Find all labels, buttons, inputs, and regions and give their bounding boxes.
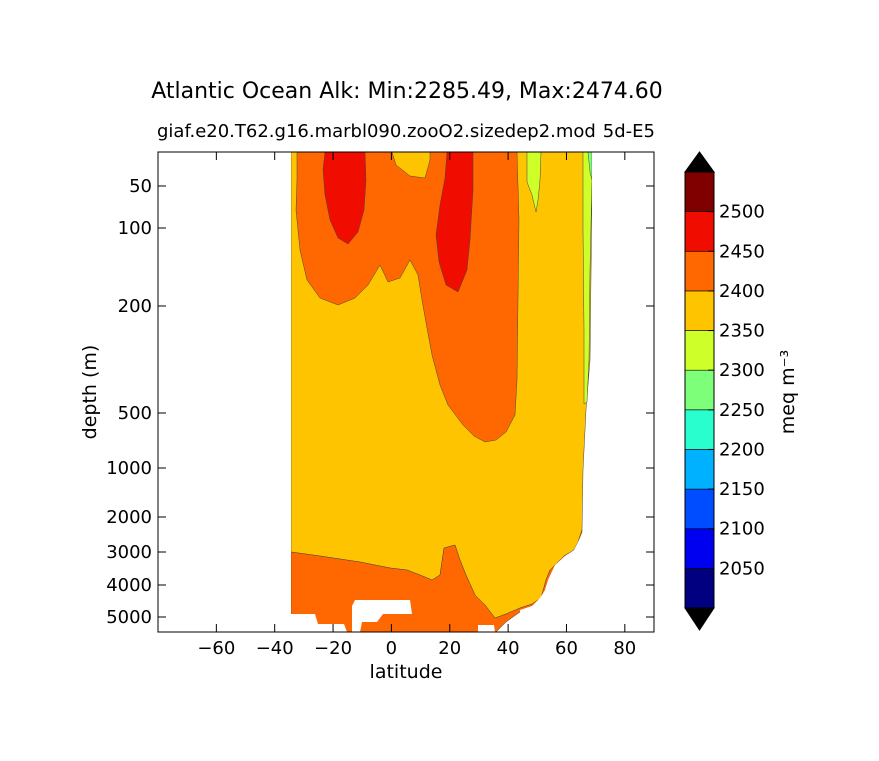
colorbar-tick-label: 2300 xyxy=(719,360,765,381)
colorbar-swatch xyxy=(684,369,715,411)
region-alk-2300-2350-patch xyxy=(526,151,542,213)
y-axis-ticks: 50 100 200 500 1000 2000 3000 4000 5000 xyxy=(106,176,654,628)
x-tick-label: 0 xyxy=(386,638,397,659)
x-tick-label: 40 xyxy=(497,638,520,659)
colorbar-swatch xyxy=(684,449,715,490)
colorbar-swatch xyxy=(684,290,715,331)
region-alk-2450-2500-south xyxy=(322,151,367,245)
colorbar-tick-label: 2200 xyxy=(719,439,765,460)
x-tick-label: 20 xyxy=(438,638,461,659)
y-tick-label: 2000 xyxy=(106,507,152,528)
x-axis-label: latitude xyxy=(370,661,443,683)
y-tick-label: 5000 xyxy=(106,607,152,628)
x-tick-label: −40 xyxy=(256,638,294,659)
x-tick-label: 60 xyxy=(555,638,578,659)
colorbar-swatch xyxy=(684,211,715,252)
colorbar-under-arrow xyxy=(684,607,715,631)
y-tick-label: 100 xyxy=(118,218,152,239)
colorbar-swatch xyxy=(684,409,715,450)
x-tick-label: −20 xyxy=(314,638,352,659)
colorbar: 2050 2100 2150 2200 2250 2300 2350 2400 2450 2500 xyxy=(684,151,765,631)
colorbar-frame xyxy=(684,171,715,609)
colorbar-tick-label: 2100 xyxy=(719,519,765,540)
x-tick-label: −60 xyxy=(197,638,235,659)
colorbar-tick-label: 2500 xyxy=(719,202,765,223)
x-tick-label: 80 xyxy=(613,638,636,659)
chart-subtitle-right: 5d-E5 xyxy=(603,121,655,142)
colorbar-swatch xyxy=(684,250,715,292)
colorbar-label: meq m⁻³ xyxy=(777,350,799,434)
colorbar-tick-label: 2350 xyxy=(719,321,765,342)
colorbar-swatch xyxy=(684,528,715,569)
y-tick-label: 1000 xyxy=(106,458,152,479)
colorbar-swatch xyxy=(684,171,715,212)
colorbar-tick-label: 2400 xyxy=(719,281,765,302)
y-axis-label: depth (m) xyxy=(79,345,101,440)
plot-frame xyxy=(157,151,655,633)
chart-subtitle-left: giaf.e20.T62.g16.marbl090.zooO2.sizedep2… xyxy=(157,121,596,142)
colorbar-swatch xyxy=(684,330,715,371)
colorbar-swatch xyxy=(684,568,715,609)
colorbar-over-arrow xyxy=(684,151,715,173)
colorbar-tick-label: 2050 xyxy=(719,558,765,579)
region-alk-2450-2500-north xyxy=(435,151,474,293)
colorbar-swatch xyxy=(684,488,715,530)
colorbar-tick-label: 2250 xyxy=(719,400,765,421)
y-tick-label: 50 xyxy=(129,176,152,197)
plot-area: −60 −40 −20 0 20 40 60 80 50 100 200 500 1000 2000 30… xyxy=(106,151,655,659)
y-tick-label: 200 xyxy=(118,296,152,317)
colorbar-tick-label: 2150 xyxy=(719,479,765,500)
y-tick-label: 3000 xyxy=(106,542,152,563)
y-tick-label: 4000 xyxy=(106,575,152,596)
bathymetry-mask xyxy=(158,152,654,632)
y-tick-label: 500 xyxy=(118,403,152,424)
x-axis-ticks: −60 −40 −20 0 20 40 60 80 xyxy=(197,152,636,659)
colorbar-tick-label: 2450 xyxy=(719,241,765,262)
chart-title: Atlantic Ocean Alk: Min:2285.49, Max:247… xyxy=(151,79,663,104)
